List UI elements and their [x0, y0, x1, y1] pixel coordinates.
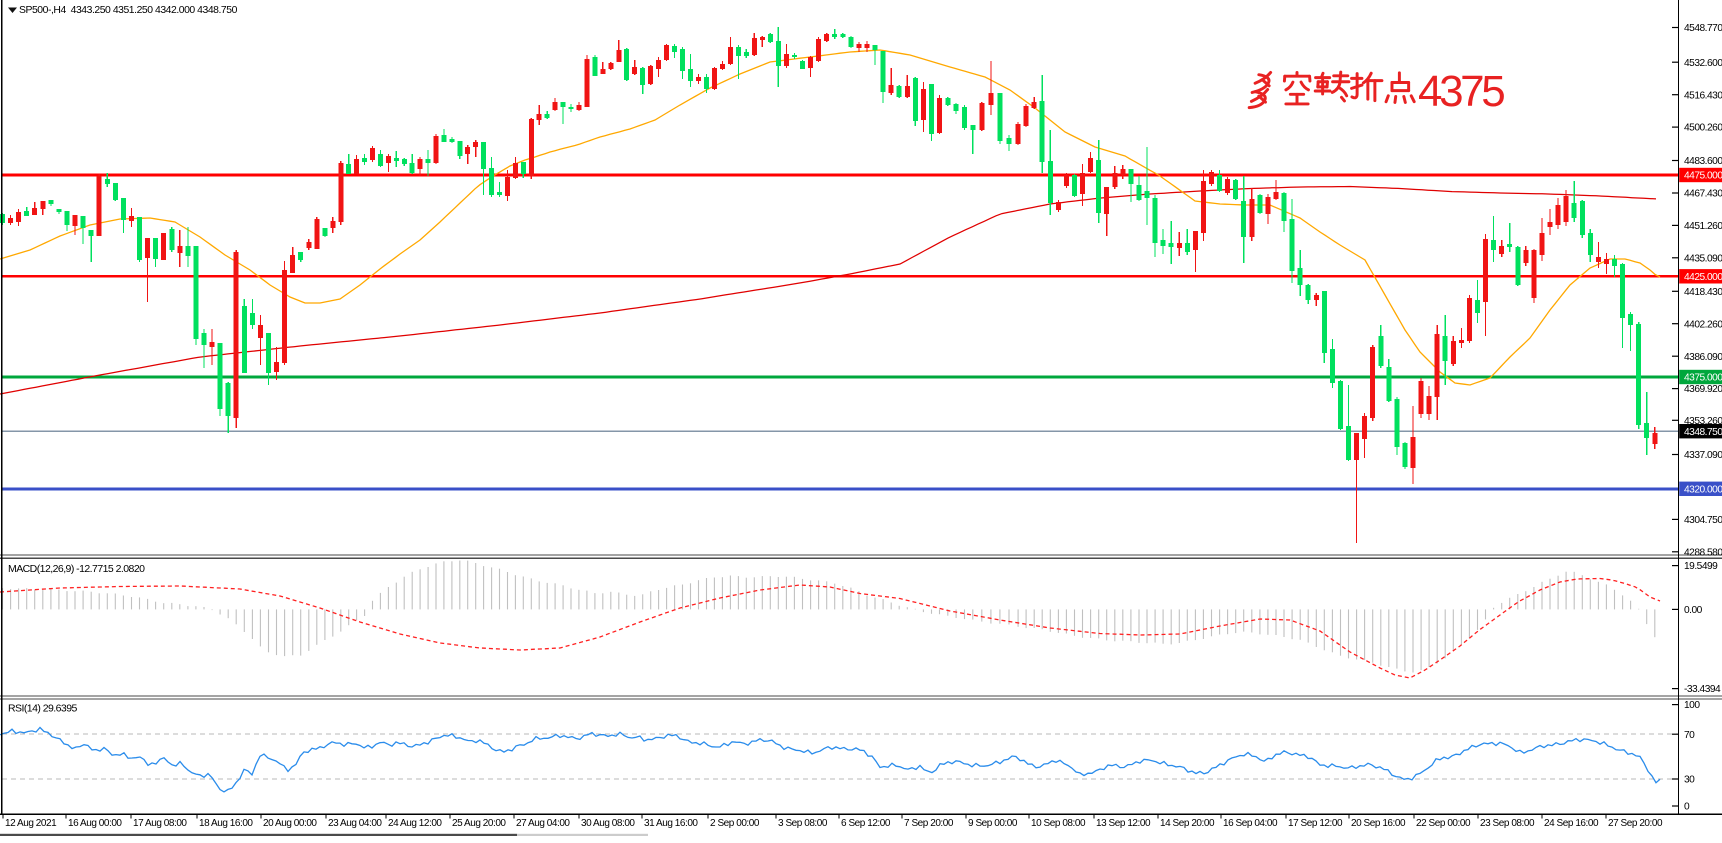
- svg-text:4402.260: 4402.260: [1684, 319, 1722, 330]
- svg-text:24 Sep 16:00: 24 Sep 16:00: [1544, 818, 1599, 829]
- svg-text:4369.920: 4369.920: [1684, 384, 1722, 395]
- svg-text:RSI(14) 29.6395: RSI(14) 29.6395: [8, 703, 78, 715]
- svg-text:16 Sep 04:00: 16 Sep 04:00: [1223, 818, 1278, 829]
- svg-text:25 Aug 20:00: 25 Aug 20:00: [452, 818, 506, 829]
- svg-text:4451.260: 4451.260: [1684, 221, 1722, 232]
- svg-text:4320.000: 4320.000: [1684, 484, 1722, 495]
- svg-text:4467.430: 4467.430: [1684, 189, 1722, 200]
- svg-text:2 Sep 00:00: 2 Sep 00:00: [710, 818, 760, 829]
- svg-text:24 Aug 12:00: 24 Aug 12:00: [388, 818, 442, 829]
- svg-text:23 Aug 04:00: 23 Aug 04:00: [328, 818, 382, 829]
- svg-text:9 Sep 00:00: 9 Sep 00:00: [968, 818, 1018, 829]
- svg-text:30: 30: [1684, 775, 1695, 786]
- svg-text:27 Sep 20:00: 27 Sep 20:00: [1608, 818, 1663, 829]
- svg-text:4475.000: 4475.000: [1684, 171, 1722, 182]
- svg-text:30 Aug 08:00: 30 Aug 08:00: [581, 818, 635, 829]
- svg-text:70: 70: [1684, 730, 1695, 741]
- svg-text:10 Sep 08:00: 10 Sep 08:00: [1031, 818, 1086, 829]
- svg-text:4375: 4375: [1418, 67, 1504, 116]
- svg-text:4337.090: 4337.090: [1684, 450, 1722, 461]
- svg-text:16 Aug 00:00: 16 Aug 00:00: [68, 818, 122, 829]
- svg-text:4483.600: 4483.600: [1684, 156, 1722, 167]
- svg-text:22 Sep 00:00: 22 Sep 00:00: [1416, 818, 1471, 829]
- svg-text:100: 100: [1684, 700, 1700, 711]
- svg-text:4418.430: 4418.430: [1684, 287, 1722, 298]
- svg-text:4500.260: 4500.260: [1684, 123, 1722, 134]
- svg-text:14 Sep 20:00: 14 Sep 20:00: [1160, 818, 1215, 829]
- svg-text:6 Sep 12:00: 6 Sep 12:00: [841, 818, 891, 829]
- svg-text:20 Aug 00:00: 20 Aug 00:00: [263, 818, 317, 829]
- svg-text:17 Sep 12:00: 17 Sep 12:00: [1288, 818, 1343, 829]
- svg-text:4425.000: 4425.000: [1684, 272, 1722, 283]
- svg-text:4304.750: 4304.750: [1684, 515, 1722, 526]
- svg-text:4532.600: 4532.600: [1684, 58, 1722, 69]
- svg-text:18 Aug 16:00: 18 Aug 16:00: [199, 818, 253, 829]
- svg-text:4386.090: 4386.090: [1684, 352, 1722, 363]
- svg-text:4288.580: 4288.580: [1684, 547, 1722, 558]
- svg-text:SP500-,H4 4343.250 4351.250 4: SP500-,H4 4343.250 4351.250 4342.000 434…: [19, 5, 238, 16]
- svg-text:27 Aug 04:00: 27 Aug 04:00: [516, 818, 570, 829]
- svg-text:19.5499: 19.5499: [1684, 561, 1718, 572]
- svg-text:20 Sep 16:00: 20 Sep 16:00: [1351, 818, 1406, 829]
- svg-text:3 Sep 08:00: 3 Sep 08:00: [778, 818, 828, 829]
- svg-text:MACD(12,26,9) -12.7715 2.0820: MACD(12,26,9) -12.7715 2.0820: [8, 563, 145, 575]
- svg-text:4516.430: 4516.430: [1684, 90, 1722, 101]
- svg-text:7 Sep 20:00: 7 Sep 20:00: [904, 818, 954, 829]
- svg-text:12 Aug 2021: 12 Aug 2021: [5, 818, 57, 829]
- svg-text:13 Sep 12:00: 13 Sep 12:00: [1096, 818, 1151, 829]
- svg-text:17 Aug 08:00: 17 Aug 08:00: [133, 818, 187, 829]
- svg-text:31 Aug 16:00: 31 Aug 16:00: [644, 818, 698, 829]
- svg-text:4348.750: 4348.750: [1684, 427, 1722, 438]
- svg-text:4353.260: 4353.260: [1684, 416, 1722, 427]
- svg-text:4435.090: 4435.090: [1684, 253, 1722, 264]
- svg-text:4375.000: 4375.000: [1684, 373, 1722, 384]
- svg-text:-33.4394: -33.4394: [1684, 684, 1721, 695]
- svg-text:0: 0: [1684, 802, 1690, 813]
- svg-text:4548.770: 4548.770: [1684, 23, 1722, 34]
- svg-text:23 Sep 08:00: 23 Sep 08:00: [1480, 818, 1535, 829]
- svg-text:0.00: 0.00: [1684, 605, 1703, 616]
